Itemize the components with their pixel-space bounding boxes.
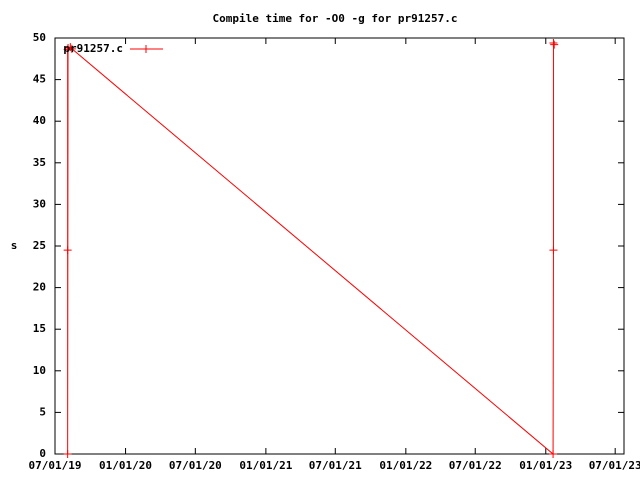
y-tick-label: 40 [33, 114, 46, 127]
x-tick-label: 01/01/20 [99, 459, 152, 472]
x-tick-label: 01/01/22 [379, 459, 432, 472]
legend-swatch [130, 45, 163, 53]
chart-title: Compile time for -O0 -g for pr91257.c [212, 12, 457, 25]
x-tick-label: 07/01/22 [449, 459, 502, 472]
x-tick-label: 07/01/21 [309, 459, 362, 472]
data-marker [63, 246, 72, 255]
x-tick-label: 01/01/23 [519, 459, 572, 472]
x-tick-label: 07/01/19 [29, 459, 82, 472]
x-tick-label: 07/01/20 [169, 459, 222, 472]
data-marker [63, 450, 72, 458]
y-tick-label: 30 [33, 197, 46, 210]
data-marker [550, 40, 559, 49]
y-tick-label: 35 [33, 156, 46, 169]
y-axis-label: s [11, 239, 18, 252]
y-tick-label: 25 [33, 239, 46, 252]
data-marker [549, 246, 558, 255]
y-tick-label: 15 [33, 322, 46, 335]
y-tick-label: 20 [33, 281, 46, 294]
y-tick-label: 0 [39, 447, 46, 460]
x-tick-label: 01/01/21 [239, 459, 292, 472]
legend-label: pr91257.c [63, 42, 123, 55]
y-tick-label: 45 [33, 73, 46, 86]
x-tick-label: 07/01/23 [589, 459, 640, 472]
data-marker [549, 38, 558, 47]
y-tick-label: 10 [33, 364, 46, 377]
y-tick-label: 5 [39, 405, 46, 418]
y-tick-label: 50 [33, 31, 46, 44]
data-marker [549, 450, 558, 458]
data-marker [67, 44, 76, 53]
data-marker [66, 43, 75, 52]
